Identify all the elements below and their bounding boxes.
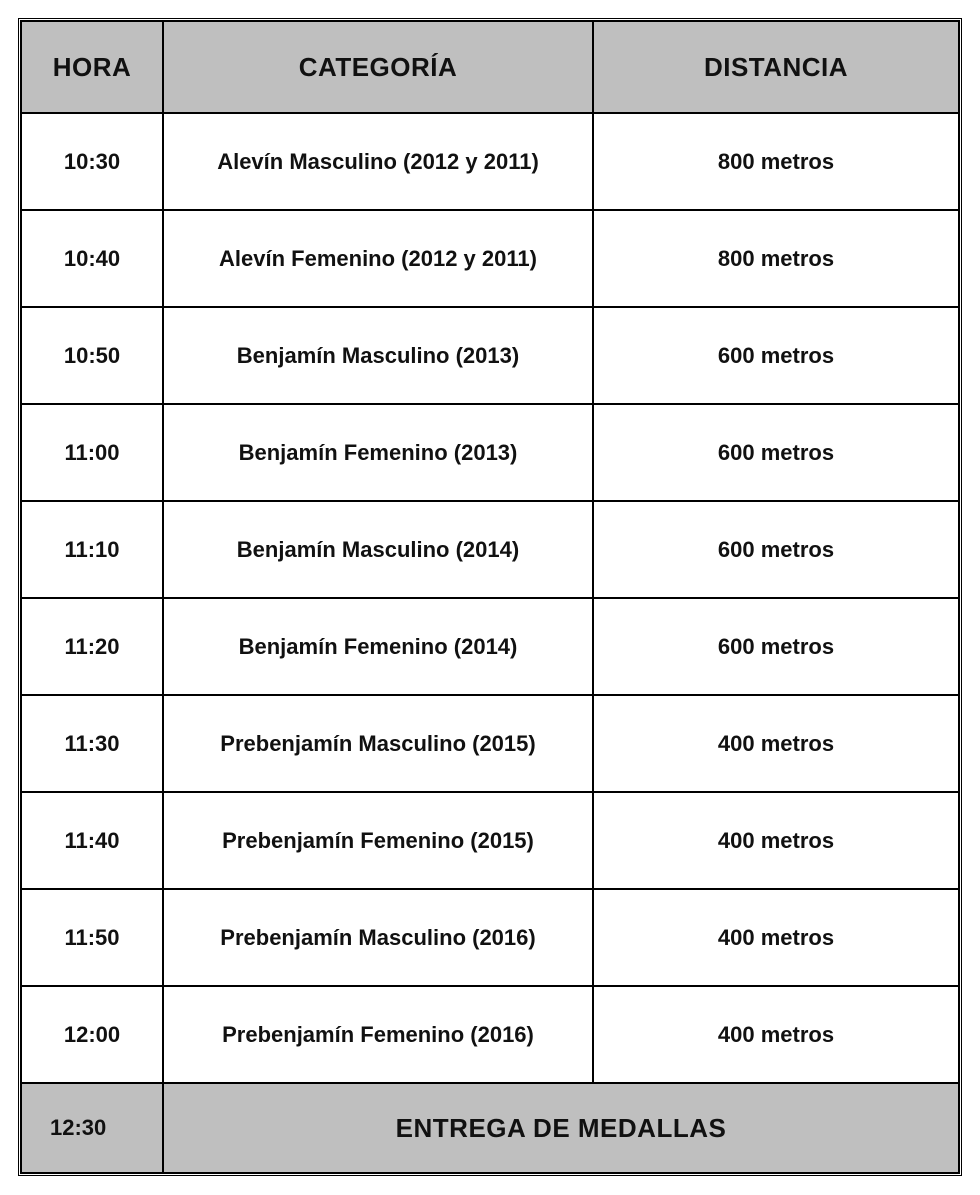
cell-hora: 11:40 xyxy=(21,792,163,889)
cell-categoria: Benjamín Femenino (2014) xyxy=(163,598,593,695)
cell-distancia: 800 metros xyxy=(593,210,959,307)
cell-categoria: Benjamín Femenino (2013) xyxy=(163,404,593,501)
schedule-table: HORA CATEGORÍA DISTANCIA 10:30 Alevín Ma… xyxy=(18,18,962,1176)
table-row: 11:30 Prebenjamín Masculino (2015) 400 m… xyxy=(21,695,959,792)
table-row: 11:50 Prebenjamín Masculino (2016) 400 m… xyxy=(21,889,959,986)
cell-hora: 12:00 xyxy=(21,986,163,1083)
cell-distancia: 600 metros xyxy=(593,598,959,695)
table-row: 11:10 Benjamín Masculino (2014) 600 metr… xyxy=(21,501,959,598)
cell-categoria: Prebenjamín Femenino (2015) xyxy=(163,792,593,889)
table-row: 11:40 Prebenjamín Femenino (2015) 400 me… xyxy=(21,792,959,889)
cell-categoria: Prebenjamín Masculino (2015) xyxy=(163,695,593,792)
table-row: 10:40 Alevín Femenino (2012 y 2011) 800 … xyxy=(21,210,959,307)
cell-distancia: 400 metros xyxy=(593,792,959,889)
cell-hora: 10:50 xyxy=(21,307,163,404)
cell-categoria: Alevín Femenino (2012 y 2011) xyxy=(163,210,593,307)
col-header-hora: HORA xyxy=(21,21,163,113)
table-row: 12:00 Prebenjamín Femenino (2016) 400 me… xyxy=(21,986,959,1083)
cell-hora: 11:30 xyxy=(21,695,163,792)
cell-distancia: 600 metros xyxy=(593,404,959,501)
footer-label: ENTREGA DE MEDALLAS xyxy=(163,1083,959,1173)
cell-distancia: 600 metros xyxy=(593,307,959,404)
cell-categoria: Benjamín Masculino (2014) xyxy=(163,501,593,598)
table-row: 11:00 Benjamín Femenino (2013) 600 metro… xyxy=(21,404,959,501)
cell-hora: 11:00 xyxy=(21,404,163,501)
cell-categoria: Prebenjamín Femenino (2016) xyxy=(163,986,593,1083)
cell-distancia: 600 metros xyxy=(593,501,959,598)
table-row: 10:30 Alevín Masculino (2012 y 2011) 800… xyxy=(21,113,959,210)
cell-hora: 11:50 xyxy=(21,889,163,986)
cell-hora: 11:20 xyxy=(21,598,163,695)
table-footer-row: 12:30 ENTREGA DE MEDALLAS xyxy=(21,1083,959,1173)
footer-hora: 12:30 xyxy=(21,1083,163,1173)
cell-hora: 11:10 xyxy=(21,501,163,598)
cell-hora: 10:30 xyxy=(21,113,163,210)
cell-distancia: 400 metros xyxy=(593,986,959,1083)
cell-categoria: Prebenjamín Masculino (2016) xyxy=(163,889,593,986)
col-header-distancia: DISTANCIA xyxy=(593,21,959,113)
table-row: 11:20 Benjamín Femenino (2014) 600 metro… xyxy=(21,598,959,695)
col-header-categoria: CATEGORÍA xyxy=(163,21,593,113)
cell-distancia: 800 metros xyxy=(593,113,959,210)
table-header-row: HORA CATEGORÍA DISTANCIA xyxy=(21,21,959,113)
cell-categoria: Alevín Masculino (2012 y 2011) xyxy=(163,113,593,210)
cell-distancia: 400 metros xyxy=(593,889,959,986)
cell-hora: 10:40 xyxy=(21,210,163,307)
cell-distancia: 400 metros xyxy=(593,695,959,792)
cell-categoria: Benjamín Masculino (2013) xyxy=(163,307,593,404)
table-row: 10:50 Benjamín Masculino (2013) 600 metr… xyxy=(21,307,959,404)
